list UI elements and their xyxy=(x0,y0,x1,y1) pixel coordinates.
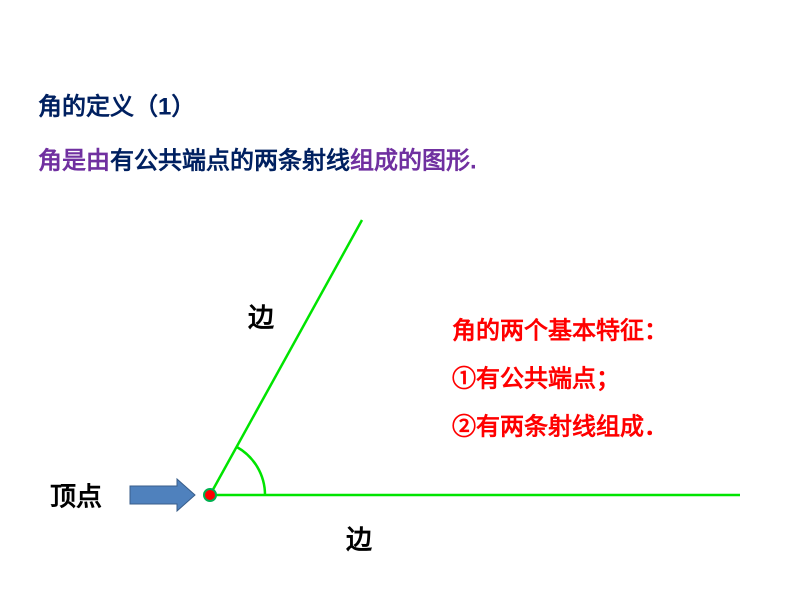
angle-arc xyxy=(237,447,265,495)
label-side-top: 边 xyxy=(248,298,274,335)
label-vertex: 顶点 xyxy=(50,477,102,514)
features-item-2: ②有两条射线组成． xyxy=(452,407,668,442)
features-item-1: ①有公共端点； xyxy=(452,359,620,394)
arrow-icon xyxy=(130,479,195,511)
definition-text: 角是由有公共端点的两条射线组成的图形. xyxy=(38,141,477,176)
title-text: 角的定义（1） xyxy=(38,87,195,122)
definition-segment: 角是由 xyxy=(38,148,110,175)
vertex-arrow xyxy=(130,479,195,511)
features-heading: 角的两个基本特征： xyxy=(452,311,668,346)
definition-segment: 组成的图形. xyxy=(350,148,477,175)
definition-segment: 有公共端点的两条射线 xyxy=(110,148,350,175)
vertex-dot xyxy=(204,489,216,501)
stage: 角的定义（1） 角是由有公共端点的两条射线组成的图形. 边 边 顶点 角的两个基… xyxy=(0,0,794,596)
ray-oblique xyxy=(210,220,362,495)
label-side-bottom: 边 xyxy=(346,520,372,557)
